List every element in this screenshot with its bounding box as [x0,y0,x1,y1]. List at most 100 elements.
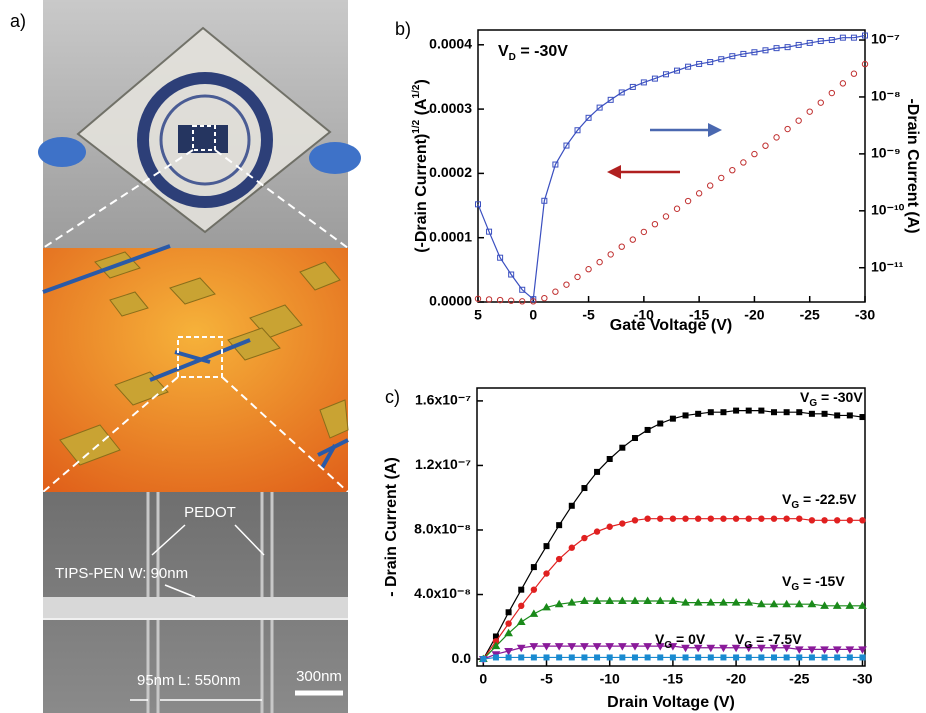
series-label: VG = -15V [782,573,845,593]
point [620,655,625,660]
point [518,618,525,624]
point [582,486,587,491]
point [708,655,713,660]
series-label-part: = -30V [817,389,863,405]
series-label-part: = -15V [799,573,845,589]
point [557,523,562,528]
y-tick-label: 0.0004 [429,35,472,51]
point [531,655,536,660]
point [607,456,612,461]
point [595,469,600,474]
sem-label: L: 550nm [178,672,241,689]
point [822,518,827,523]
point [542,295,547,300]
point [851,71,856,76]
annotation-part: V [498,43,509,60]
point [721,655,726,660]
point [860,518,865,523]
point [847,413,852,418]
point [734,408,739,413]
point [721,410,726,415]
point [557,655,562,660]
point [685,198,690,203]
point [784,516,789,521]
x-tick-label: -20 [726,671,746,687]
x-tick-label: 0 [529,307,537,323]
panel-label: b) [395,19,411,39]
point [752,151,757,156]
x-tick-label: 0 [479,671,487,687]
point [730,167,735,172]
point [597,259,602,264]
point [553,289,558,294]
point [481,657,486,662]
y-tick-label: 4.0x10⁻⁸ [414,585,471,601]
series-label: VG = -22.5V [782,491,857,511]
point [796,118,801,123]
annotation-part: D [509,52,516,63]
point [785,126,790,131]
point [746,516,751,521]
x-tick-label: -30 [852,671,872,687]
point [835,655,840,660]
point [860,415,865,420]
point [734,655,739,660]
sem-label: 95nm [137,672,175,689]
y-axis-label-part: - Drain Current (A) [383,457,400,597]
point [840,81,845,86]
point [544,655,549,660]
point [708,410,713,415]
point [847,518,852,523]
point [607,655,612,660]
point [759,408,764,413]
point [531,587,536,592]
point [784,410,789,415]
point [564,282,569,287]
x-tick-label: -15 [663,671,683,687]
point [658,516,663,521]
x-tick-label: -5 [540,671,553,687]
y2-axis-label: -Drain Current (A) [904,98,921,233]
point [663,214,668,219]
point [632,518,637,523]
point [696,191,701,196]
point [544,571,549,576]
y2-tick-label: 10⁻¹⁰ [871,202,905,218]
point [696,655,701,660]
point [822,411,827,416]
point [506,621,511,626]
point [771,516,776,521]
x-axis-label: Drain Voltage (V) [607,694,735,711]
point [708,183,713,188]
point [809,411,814,416]
y-axis-label-part: 1/2 [411,119,422,133]
point [759,516,764,521]
point [519,587,524,592]
x-tick-label: -20 [744,307,764,323]
y-tick-label: 0.0000 [429,293,472,309]
y-axis-label-part: ) [413,79,430,84]
point [586,267,591,272]
point [683,413,688,418]
point [834,518,839,523]
y-axis-label-part: (A [413,98,430,120]
y2-tick-label: 10⁻⁷ [871,31,900,47]
series-line [483,411,862,659]
point [620,521,625,526]
point [575,274,580,279]
point [733,516,738,521]
point [608,252,613,257]
point [595,655,600,660]
point [670,516,675,521]
point [797,410,802,415]
series-label-part: = -22.5V [799,491,857,507]
point [860,655,865,660]
point [531,565,536,570]
point [746,408,751,413]
point [807,109,812,114]
point [784,655,789,660]
point [670,416,675,421]
point [569,545,574,550]
device-render [43,246,348,492]
y-tick-label: 0.0002 [429,164,472,180]
